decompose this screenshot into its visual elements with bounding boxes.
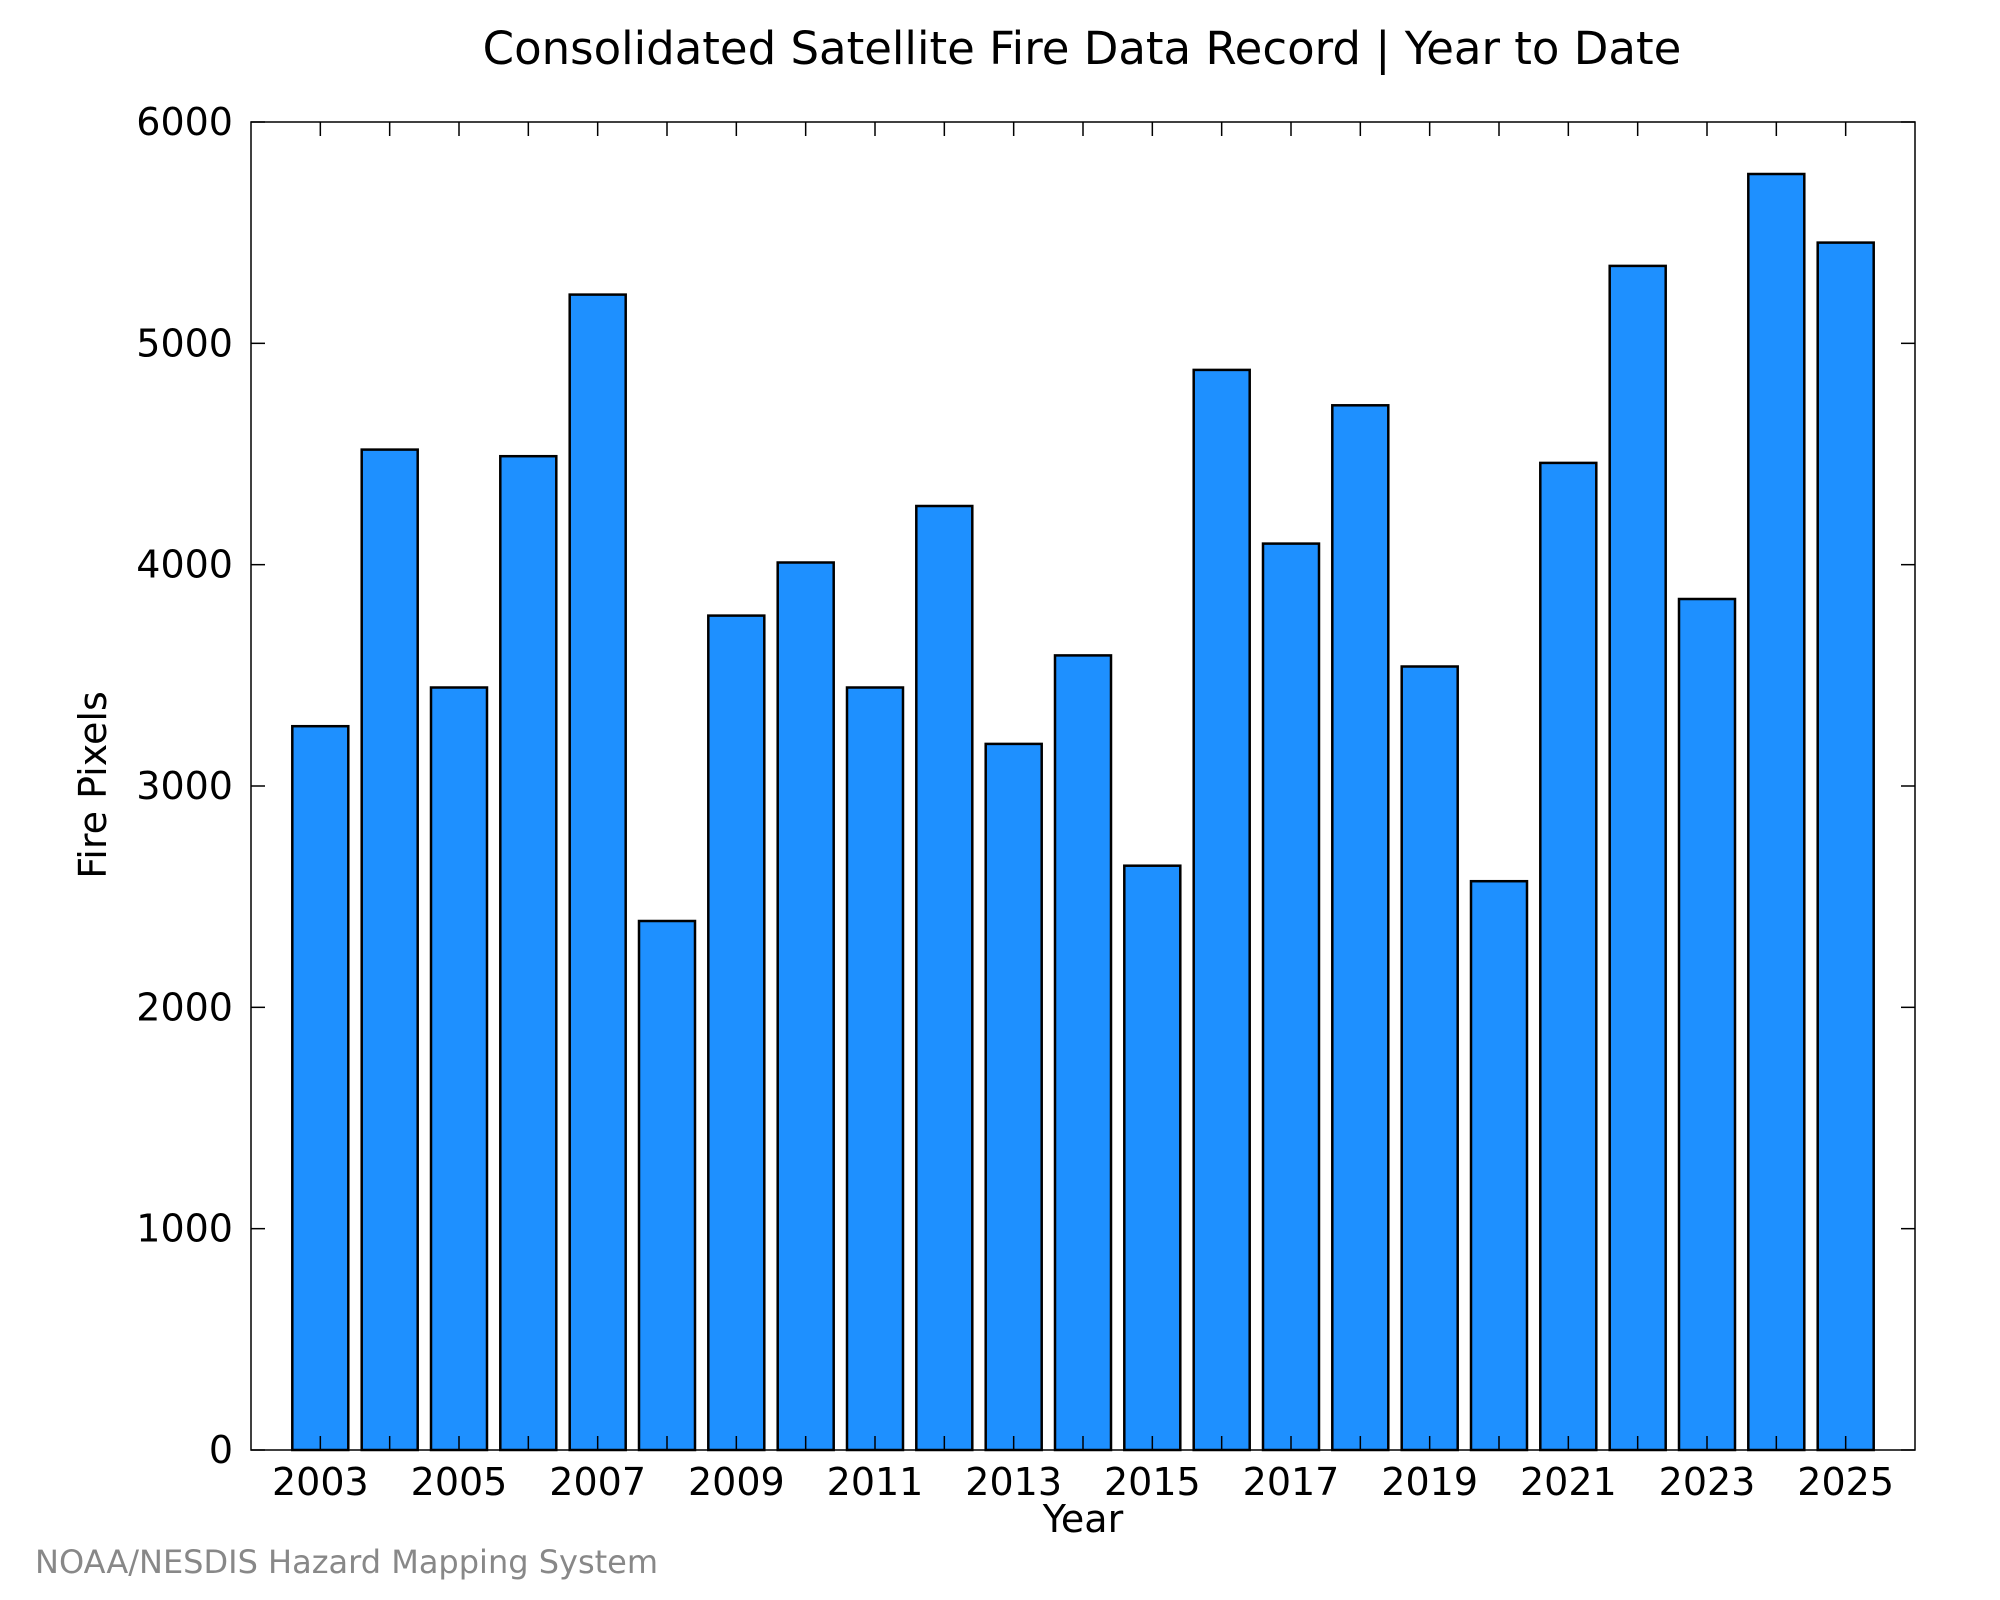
x-tick-label: 2007 xyxy=(549,1460,646,1504)
bar-2006 xyxy=(499,454,558,1452)
bar-2012 xyxy=(915,504,974,1452)
x-tick-label: 2019 xyxy=(1381,1460,1478,1504)
bar-2008 xyxy=(637,919,697,1452)
bar-2023 xyxy=(1677,597,1737,1452)
x-tick-label: 2023 xyxy=(1659,1460,1756,1504)
x-tick-label: 2015 xyxy=(1104,1460,1201,1504)
x-tick-label: 2021 xyxy=(1520,1460,1617,1504)
x-tick-label: 2005 xyxy=(411,1460,508,1504)
y-tick-label: 2000 xyxy=(136,985,233,1029)
bar-2014 xyxy=(1053,654,1113,1452)
chart-title: Consolidated Satellite Fire Data Record … xyxy=(483,22,1682,75)
bar-2005 xyxy=(429,686,489,1452)
bar-2021 xyxy=(1539,461,1598,1452)
bar-2015 xyxy=(1123,864,1182,1452)
y-axis: 0 1000 2000 3000 4000 5000 6000 xyxy=(136,100,1915,1472)
y-tick-label: 0 xyxy=(209,1428,233,1472)
bar-2020 xyxy=(1469,879,1529,1452)
y-tick-label: 1000 xyxy=(136,1207,233,1251)
x-tick-label: 2011 xyxy=(827,1460,924,1504)
bar-2024 xyxy=(1747,172,1806,1452)
bar-2013 xyxy=(984,742,1043,1452)
y-tick-label: 6000 xyxy=(136,100,233,144)
x-tick-label: 2003 xyxy=(272,1460,369,1504)
x-tick-label: 2013 xyxy=(965,1460,1062,1504)
bar-2022 xyxy=(1608,264,1667,1452)
x-tick-label: 2009 xyxy=(688,1460,785,1504)
bar-2003 xyxy=(291,724,350,1452)
y-tick-label: 3000 xyxy=(136,764,233,808)
credit-text: NOAA/NESDIS Hazard Mapping System xyxy=(35,1543,658,1581)
bar-2016 xyxy=(1192,368,1251,1452)
bar-2004 xyxy=(360,448,419,1452)
bars-group xyxy=(291,172,1875,1452)
bar-2011 xyxy=(845,686,905,1452)
bar-2017 xyxy=(1261,542,1321,1452)
bar-2007 xyxy=(568,293,627,1452)
bar-2010 xyxy=(776,561,835,1452)
y-tick-label: 5000 xyxy=(136,321,233,365)
bar-2009 xyxy=(707,614,766,1452)
x-tick-label: 2025 xyxy=(1797,1460,1894,1504)
bar-2019 xyxy=(1400,665,1459,1452)
x-tick-label: 2017 xyxy=(1243,1460,1340,1504)
y-axis-label: Fire Pixels xyxy=(71,691,115,879)
bar-2025 xyxy=(1816,241,1875,1452)
x-axis: 2003 2005 2007 2009 2011 2013 2015 2017 2019 2021… xyxy=(272,122,1894,1504)
y-tick-label: 4000 xyxy=(136,543,233,587)
bar-2018 xyxy=(1331,404,1390,1452)
x-axis-label: Year xyxy=(1042,1497,1124,1541)
